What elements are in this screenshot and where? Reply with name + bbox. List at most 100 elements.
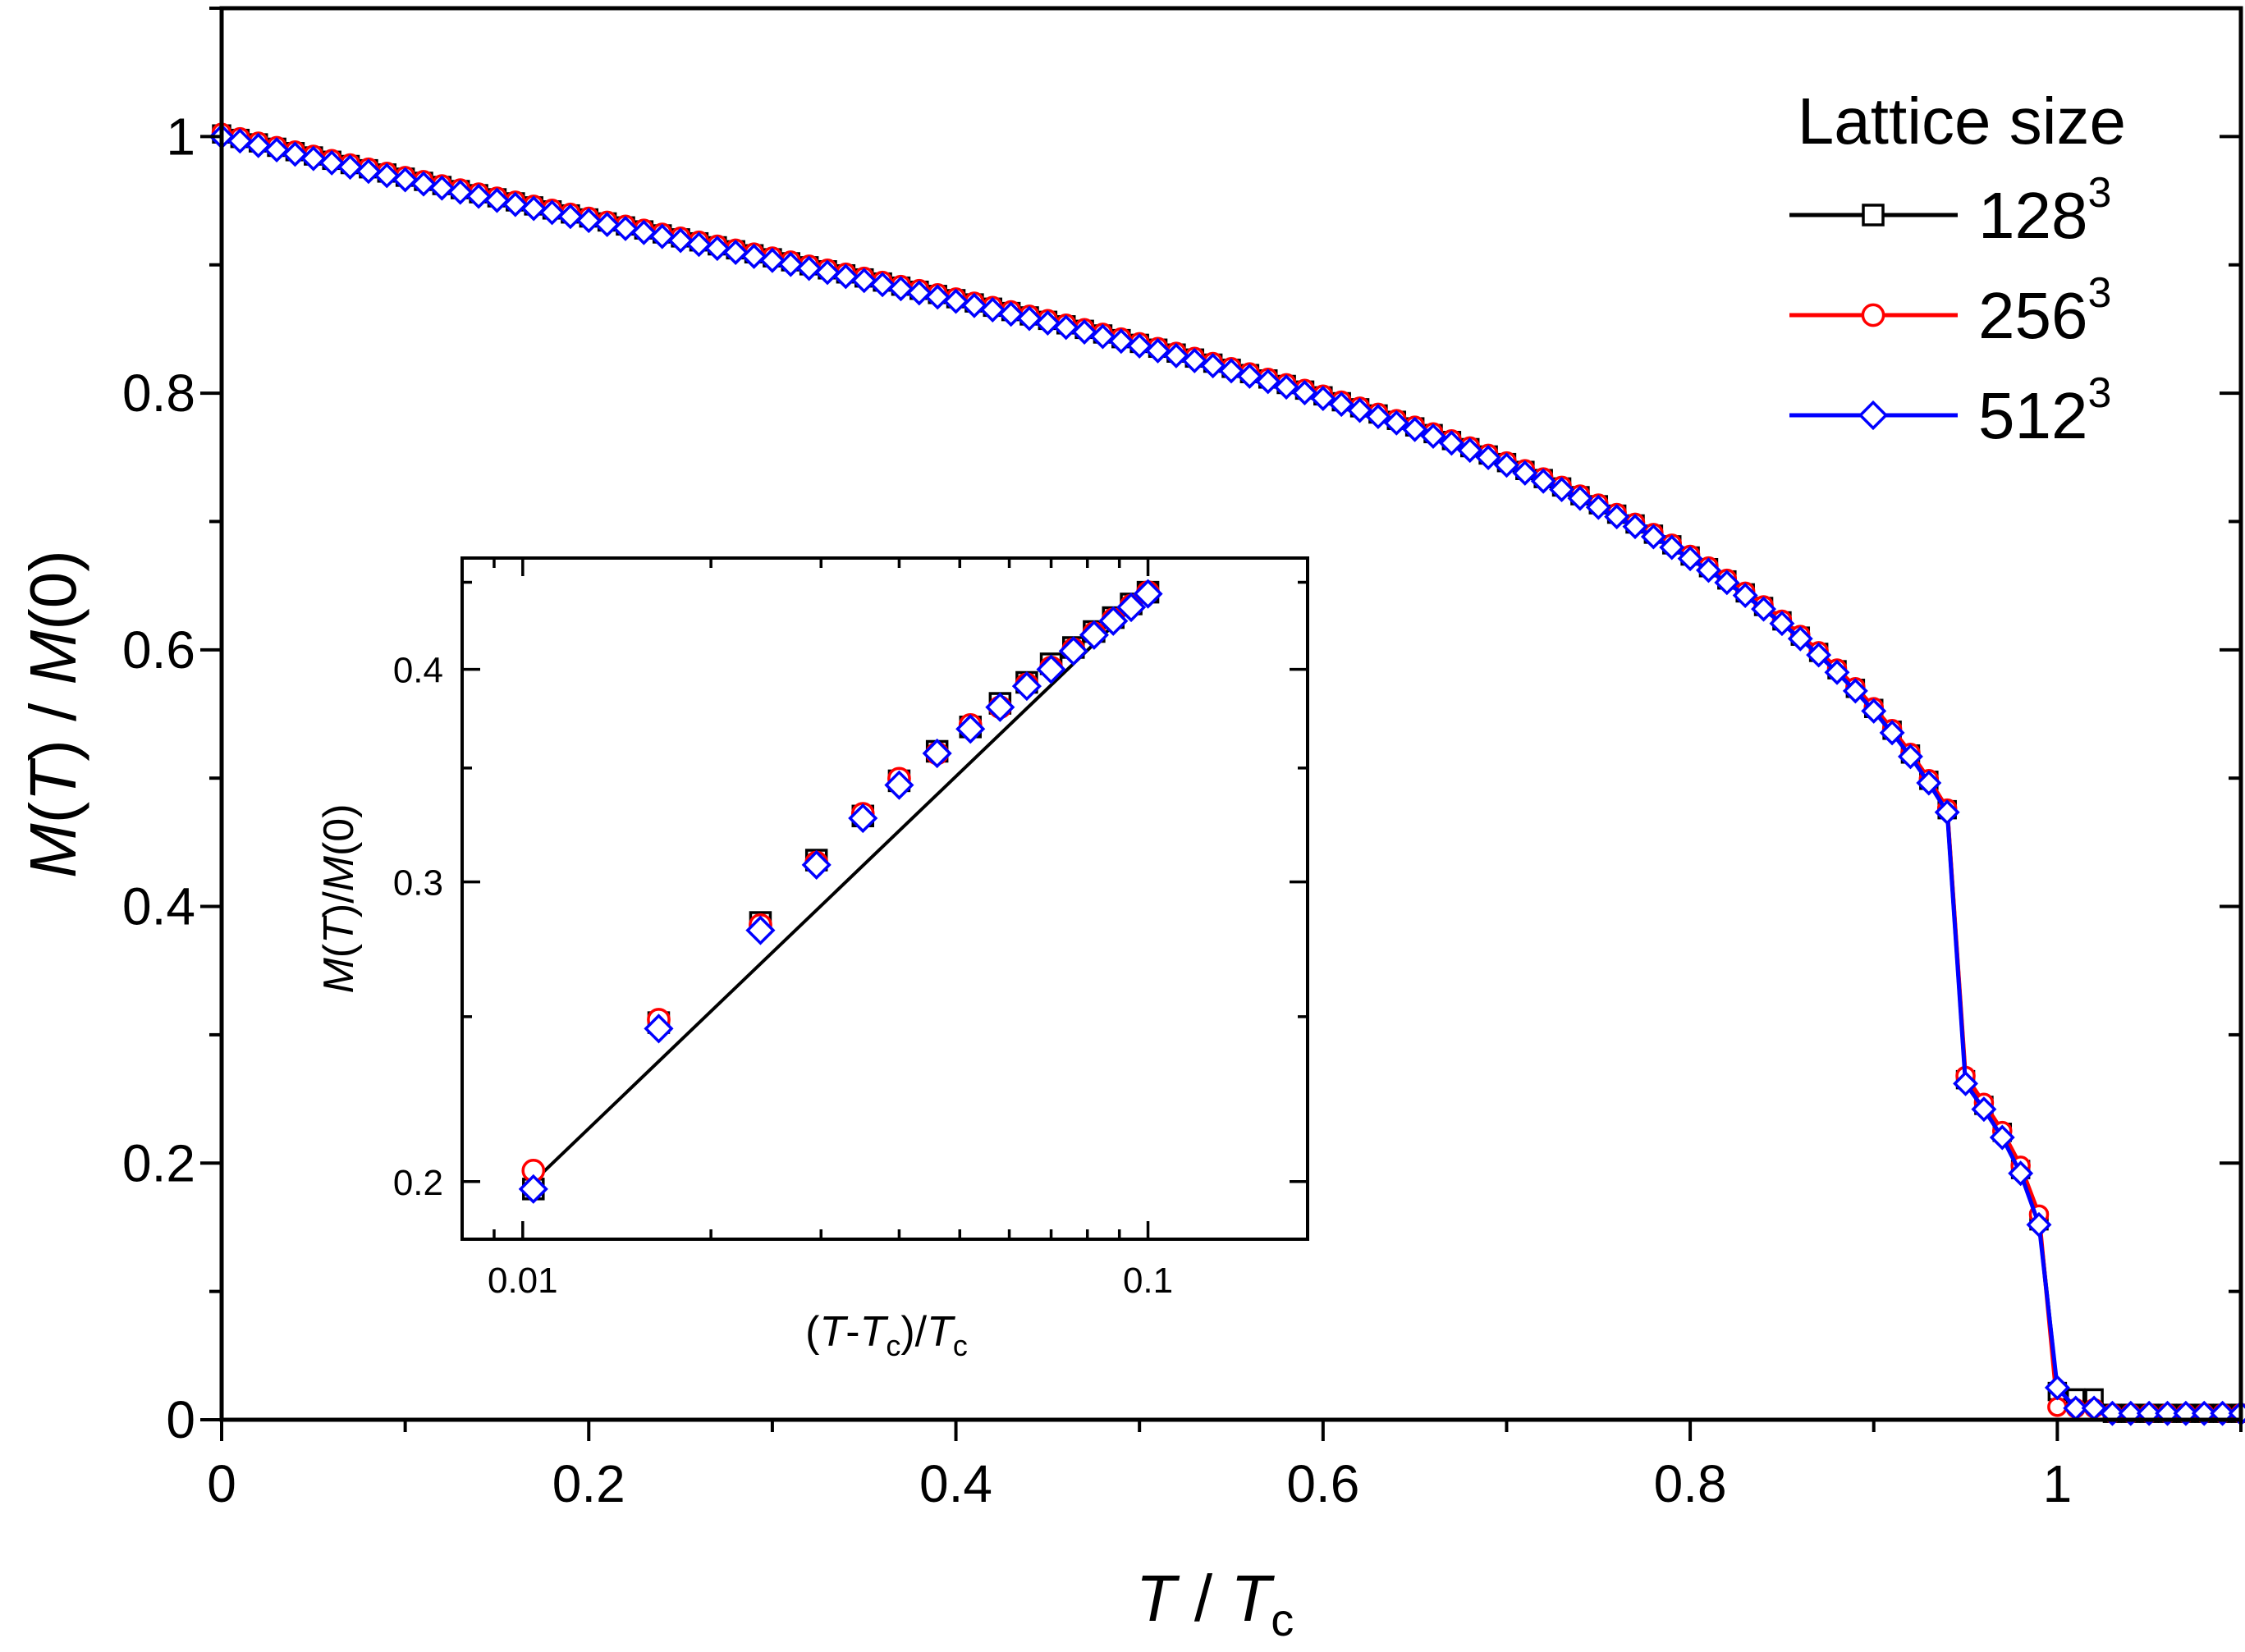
main-plot-frame [219,6,2243,1422]
legend-entry-512: 5123 [1789,369,2111,452]
inset-point [1079,620,1109,650]
y-tick-label: 1 [166,107,195,166]
inset-point [1133,579,1163,609]
data-point-512 [410,171,437,197]
data-point-512 [1310,386,1336,411]
data-point-512 [1181,347,1207,373]
data-point-512 [557,204,584,230]
data-point-512 [832,263,859,290]
data-point-512 [1677,546,1703,572]
inset-ticks [460,558,1308,1239]
data-point-512 [1347,397,1373,423]
y-tick-label: 0.8 [122,364,195,423]
data-point-512 [1971,1096,1997,1123]
inset-point [644,1014,674,1044]
data-point-512 [777,251,804,277]
data-point-512 [1989,1124,2015,1151]
data-point-512 [1071,318,1097,345]
data-point-512 [1273,374,1299,400]
inset-x-t2: T [927,1308,955,1356]
data-point-512 [1108,328,1134,355]
y-label-zero: (0) [16,550,89,630]
data-point-512 [1200,353,1226,379]
inset-y-tick-label: 0.2 [393,1163,443,1203]
data-point-512 [337,154,364,181]
data-point-512 [1512,460,1538,486]
x-tick-label: 0.2 [552,1454,625,1513]
inset-plot: 0.01 0.10.20.30.4 (T-Tc)/Tc M(T)/M(0) [315,556,1309,1362]
inset-x-axis-label: (T-Tc)/Tc [805,1308,968,1362]
data-point-512 [1604,504,1630,530]
data-point-512 [1916,770,1942,796]
x-tick-label: 1 [2043,1454,2073,1513]
y-label-m: M [16,823,89,878]
data-point-512 [1769,611,1795,637]
data-point-512 [1493,452,1519,478]
data-point-512 [575,208,602,234]
data-point-512 [1622,514,1648,540]
data-point-512 [1218,358,1244,384]
data-point-512 [1145,337,1171,364]
data-point-512 [998,301,1024,327]
inset-x-t: T [819,1308,848,1356]
data-point-512 [2026,1211,2052,1238]
inset-frame [460,556,1309,1241]
legend-label-base: 128 [1978,179,2087,252]
data-point-512 [282,141,308,167]
inset-point [1011,671,1042,702]
data-point-512 [685,231,712,258]
data-point-512 [1695,557,1721,583]
data-point-512 [483,187,510,213]
inset-point [848,803,878,834]
inset-y-zero: (0) [315,803,363,856]
data-point-512 [594,212,621,238]
data-point-512 [1034,310,1061,336]
data-point-512 [373,162,400,189]
data-point-512 [392,167,419,193]
data-point-512 [520,195,547,222]
data-point-512 [1163,342,1189,368]
data-point-512 [1824,659,1850,685]
data-point-512 [1530,468,1556,494]
y-tick-label: 0.2 [122,1133,195,1192]
data-point-512 [924,284,951,310]
inset-point [1058,636,1088,666]
data-point-512 [796,255,822,281]
main-tick-labels: 0 0.2 0.4 0.6 0.8 1 0 0.2 0.4 0.6 0.8 1 [122,107,2072,1513]
inset-point [1036,654,1066,684]
data-point-512 [1291,380,1317,405]
inset-y-m2: M [315,855,363,891]
inset-x-open: ( [805,1308,820,1356]
data-point-512 [2044,1375,2070,1401]
data-point-512 [722,240,749,265]
data-point-512 [887,276,914,302]
data-point-512 [1585,494,1611,520]
data-point-512 [1383,410,1409,436]
y-label-rest: ) / [16,684,89,761]
data-point-512 [1806,642,1832,668]
data-point-512 [759,247,786,273]
data-point-512 [465,183,492,209]
inset-y-tick-label: 0.4 [393,651,443,691]
inset-y-t: T [315,915,363,944]
data-point-512 [1879,720,1905,746]
legend-label: 1283 [1978,169,2111,252]
y-label-paren: ( [16,801,89,823]
data-point-512 [447,179,474,205]
data-point-512 [318,149,345,176]
data-point-512 [814,259,841,286]
inset-point [1098,606,1129,636]
data-point-512 [741,243,767,269]
data-point-512 [869,272,896,298]
legend-label: 5123 [1978,369,2111,452]
data-point-512 [1438,430,1464,456]
inset-point [985,692,1015,722]
x-label-t: T [1136,1562,1180,1635]
data-point-512 [502,191,529,217]
data-point-512 [539,199,566,226]
data-point-512 [612,215,639,241]
legend-title: Lattice size [1798,85,2126,158]
